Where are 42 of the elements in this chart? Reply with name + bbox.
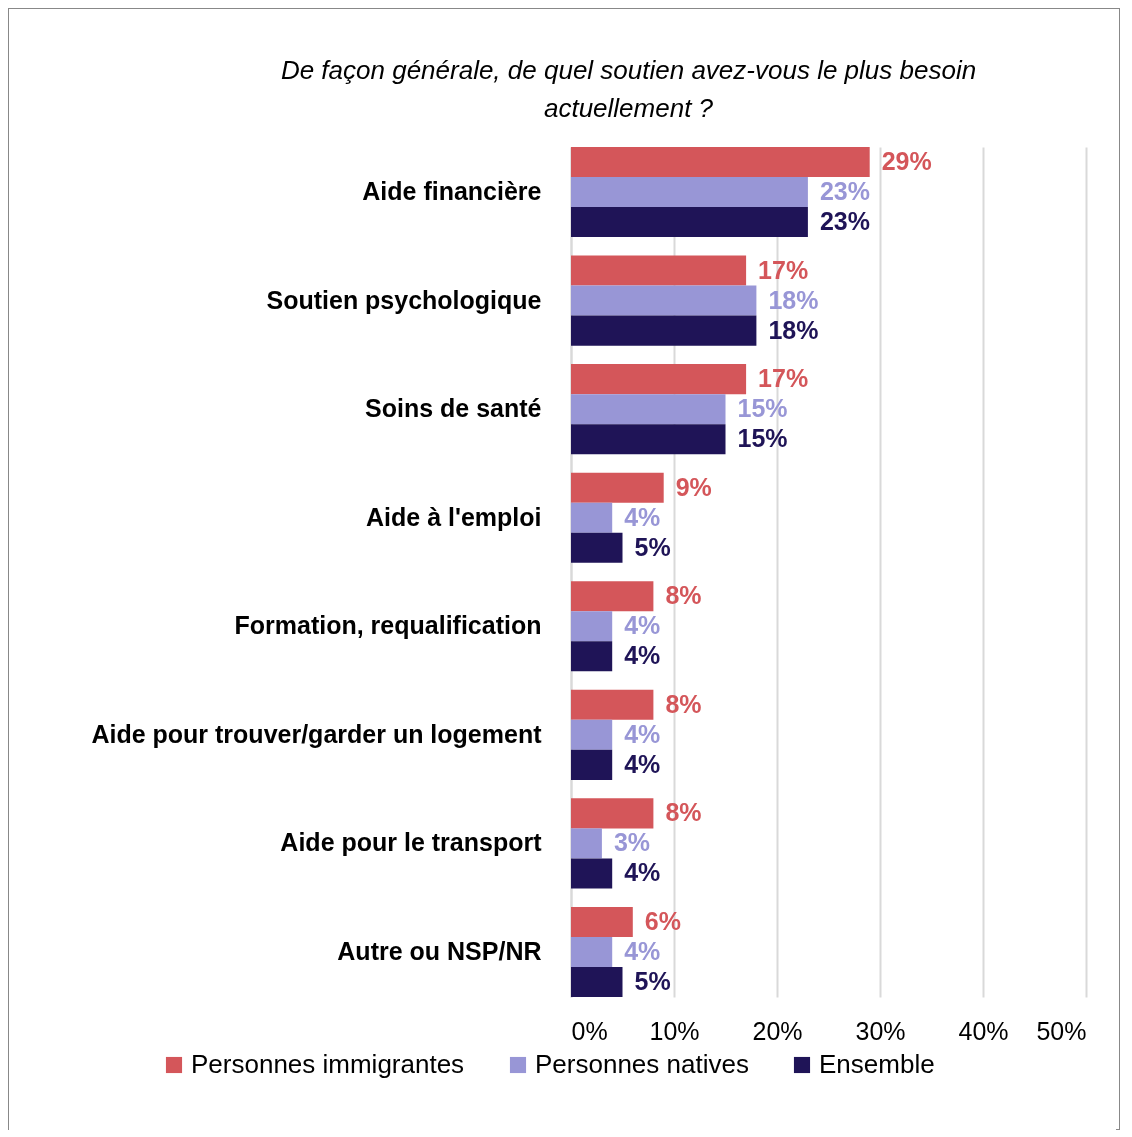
- data-label: 18%: [768, 285, 819, 314]
- data-label: 3%: [613, 828, 651, 857]
- data-label: 23%: [819, 207, 870, 236]
- data-label: 15%: [737, 394, 788, 423]
- data-label: 5%: [634, 966, 671, 995]
- x-tick-label: 30%: [855, 1016, 906, 1045]
- data-label: 8%: [665, 581, 702, 610]
- y-tick-label: Soins de santé: [365, 394, 542, 423]
- x-tick-label: 0%: [571, 1016, 608, 1045]
- data-label: 23%: [819, 177, 870, 206]
- data-label: 17%: [758, 255, 809, 284]
- chart-title: De façon générale, de quel soutien avez-vous le plus besoin actuellement ?: [280, 55, 977, 123]
- data-label: 6%: [644, 906, 681, 935]
- data-label: 29%: [881, 147, 932, 176]
- y-tick-label: Aide financière: [362, 177, 542, 206]
- legend-label: Ensemble: [819, 1049, 935, 1079]
- x-tick-label: 20%: [752, 1016, 803, 1045]
- data-label: 15%: [737, 424, 788, 453]
- x-tick-label: 40%: [958, 1016, 1009, 1045]
- data-label: 9%: [675, 472, 712, 501]
- data-label: 8%: [665, 798, 702, 827]
- y-tick-label: Soutien psychologique: [266, 285, 542, 314]
- legend-label: Personnes immigrantes: [191, 1049, 465, 1079]
- data-label: 4%: [624, 502, 661, 531]
- x-tick-label: 50%: [1036, 1016, 1087, 1045]
- data-label: 8%: [665, 689, 702, 718]
- y-tick-label: Autre ou NSP/NR: [337, 936, 542, 965]
- y-tick-label: Aide pour trouver/garder un logement: [91, 719, 543, 748]
- data-label: 4%: [624, 858, 661, 887]
- data-label: 4%: [624, 936, 661, 965]
- x-tick-label: 10%: [649, 1016, 700, 1045]
- data-label: 4%: [624, 611, 661, 640]
- y-tick-label: Formation, requalification: [234, 611, 542, 640]
- data-label: 4%: [624, 641, 661, 670]
- data-label: 5%: [634, 532, 671, 561]
- data-label: 4%: [624, 719, 661, 748]
- data-label: 4%: [624, 749, 661, 778]
- y-tick-label: Aide pour le transport: [280, 828, 543, 857]
- data-label: 18%: [768, 315, 819, 344]
- data-label: 17%: [758, 364, 809, 393]
- legend-label: Personnes natives: [535, 1049, 749, 1079]
- y-tick-label: Aide à l'emploi: [366, 502, 542, 531]
